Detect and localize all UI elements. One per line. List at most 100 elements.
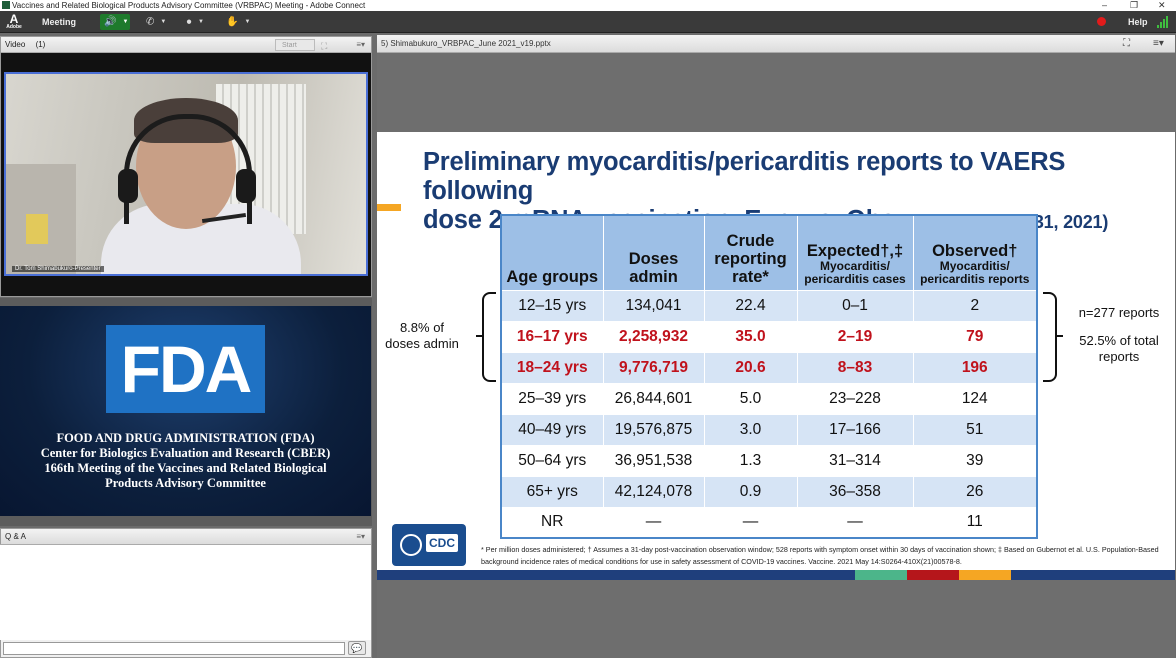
cell-doses: 36,951,538 bbox=[602, 444, 705, 477]
fda-logo: FDA bbox=[106, 325, 265, 413]
meeting-menu[interactable]: Meeting bbox=[42, 17, 77, 27]
raise-hand-button[interactable]: ✋ ▼ bbox=[222, 14, 252, 30]
vaers-table: Age groups Doses admin Crude reporting rate… bbox=[500, 214, 1038, 539]
speaker-button[interactable]: 🔊 ▼ bbox=[100, 14, 130, 30]
header-observed-line3: pericarditis reports bbox=[920, 271, 1030, 286]
cell-observed: 11 bbox=[912, 506, 1038, 539]
main-toolbar: A Adobe Meeting 🔊 ▼ ✆ ▼ ● ▼ ✋ ▼ Help bbox=[0, 11, 1176, 33]
cell-observed: 124 bbox=[912, 382, 1038, 415]
cell-age: 16–17 yrs bbox=[500, 320, 604, 353]
cell-rate: 0.9 bbox=[703, 475, 798, 508]
cell-rate: — bbox=[703, 506, 798, 539]
video-pod-title: Video bbox=[5, 40, 26, 49]
phone-icon: ✆ bbox=[146, 16, 155, 28]
close-icon[interactable]: ✕ bbox=[1158, 0, 1166, 10]
cell-rate: 1.3 bbox=[703, 444, 798, 477]
header-expected: Expected†,‡ Myocarditis/pericarditis case… bbox=[796, 214, 914, 291]
cell-doses: 134,041 bbox=[602, 289, 705, 322]
cell-doses: — bbox=[602, 506, 705, 539]
help-menu[interactable]: Help bbox=[1128, 17, 1148, 27]
qa-message-list[interactable] bbox=[0, 544, 371, 640]
header-doses-line1: Doses bbox=[628, 249, 679, 268]
cell-observed: 196 bbox=[912, 351, 1038, 384]
cell-expected: 0–1 bbox=[796, 289, 914, 322]
fda-banner: FDA FOOD AND DRUG ADMINISTRATION (FDA) C… bbox=[0, 306, 371, 516]
cell-observed: 2 bbox=[912, 289, 1038, 322]
header-age-text: Age groups bbox=[506, 267, 599, 286]
cell-rate: 22.4 bbox=[703, 289, 798, 322]
cell-age: 40–49 yrs bbox=[500, 413, 604, 446]
cell-expected: — bbox=[796, 506, 914, 539]
cell-expected: 8–83 bbox=[796, 351, 914, 384]
webcam-button[interactable]: ● ▼ bbox=[182, 14, 212, 30]
slide-bottom-bar bbox=[377, 570, 1175, 580]
start-webcam-button[interactable]: Start bbox=[275, 39, 315, 51]
headset-right-ear bbox=[236, 169, 256, 203]
fda-line-3: 166th Meeting of the Vaccines and Relate… bbox=[44, 461, 327, 475]
right-annotation-line2: reports bbox=[1098, 349, 1140, 364]
cell-rate: 5.0 bbox=[703, 382, 798, 415]
fda-line-4: Products Advisory Committee bbox=[105, 476, 266, 490]
cell-age: 50–64 yrs bbox=[500, 444, 604, 477]
presentation-slide: Preliminary myocarditis/pericarditis rep… bbox=[377, 132, 1175, 580]
send-message-button[interactable]: 💬 bbox=[348, 641, 366, 655]
header-crude-line3: rate* bbox=[732, 267, 769, 286]
speaker-icon: 🔊 bbox=[104, 16, 117, 28]
presenter-video[interactable]: Dr. Tom Shimabukuro-Presenter bbox=[4, 72, 368, 276]
fullscreen-icon[interactable]: ⛶ bbox=[1123, 38, 1130, 49]
header-observed-line2: Myocarditis/ bbox=[939, 258, 1010, 273]
raise-hand-icon: ✋ bbox=[226, 16, 239, 28]
slide-footnote: * Per million doses administered; † Assu… bbox=[481, 545, 1159, 566]
restore-icon[interactable]: ❐ bbox=[1130, 0, 1139, 10]
qa-pod-title: Q & A bbox=[5, 532, 26, 541]
cell-rate: 3.0 bbox=[703, 413, 798, 446]
table-row: NR — — — 11 bbox=[500, 506, 1038, 539]
left-annotation: 8.8% of doses admin bbox=[377, 320, 467, 352]
header-crude-line2: reporting bbox=[714, 249, 787, 268]
fullscreen-icon[interactable]: ⛶ bbox=[321, 41, 328, 51]
window-title: Vaccines and Related Biological Products… bbox=[12, 1, 366, 10]
left-brace bbox=[476, 292, 496, 382]
chevron-down-icon: ▼ bbox=[160, 19, 167, 25]
header-expected-line2: Myocarditis/ bbox=[819, 258, 891, 273]
cell-age: NR bbox=[500, 506, 604, 539]
cell-doses: 19,576,875 bbox=[602, 413, 705, 446]
speech-bubble-icon: 💬 bbox=[351, 643, 363, 653]
window-titlebar: Vaccines and Related Biological Products… bbox=[0, 0, 1176, 11]
fda-line-2: Center for Biologics Evaluation and Rese… bbox=[40, 446, 331, 460]
pod-menu-icon[interactable]: ≡▾ bbox=[1153, 38, 1164, 49]
headset-left-ear bbox=[118, 169, 138, 203]
pod-menu-icon[interactable]: ≡▾ bbox=[356, 40, 365, 49]
right-annotation-line1: 52.5% of total bbox=[1079, 333, 1159, 348]
qa-pod-header: Q & A ≡▾ bbox=[1, 529, 371, 545]
table-row: 50–64 yrs 36,951,538 1.3 31–314 39 bbox=[500, 444, 1038, 477]
header-observed-line1: Observed† bbox=[932, 241, 1018, 260]
chevron-down-icon: ▼ bbox=[198, 19, 204, 25]
cell-expected: 17–166 bbox=[796, 413, 914, 446]
minimize-icon[interactable]: – bbox=[1102, 0, 1108, 10]
fda-line-1: FOOD AND DRUG ADMINISTRATION (FDA) bbox=[56, 431, 315, 445]
video-pod-header: Video (1) Start ⛶ ≡▾ bbox=[1, 37, 371, 53]
table-row: 25–39 yrs 26,844,601 5.0 23–228 124 bbox=[500, 382, 1038, 415]
share-pod: 5) Shimabukuro_VRBPAC_June 2021_v19.pptx… bbox=[377, 35, 1175, 658]
header-observed: Observed† Myocarditis/pericarditis report… bbox=[912, 214, 1038, 291]
connection-signal-icon bbox=[1157, 16, 1171, 28]
chevron-down-icon: ▼ bbox=[244, 19, 251, 25]
phone-button[interactable]: ✆ ▼ bbox=[142, 14, 172, 30]
cell-observed: 26 bbox=[912, 475, 1038, 508]
header-crude-rate: Crude reporting rate* bbox=[703, 214, 798, 291]
pod-menu-icon[interactable]: ≡▾ bbox=[356, 532, 365, 541]
video-pod-count: (1) bbox=[35, 40, 46, 49]
slide-title-line-1: Preliminary myocarditis/pericarditis rep… bbox=[423, 148, 1066, 205]
cell-expected: 2–19 bbox=[796, 320, 914, 353]
cell-observed: 39 bbox=[912, 444, 1038, 477]
qa-question-input[interactable] bbox=[3, 642, 345, 655]
header-doses: Doses admin bbox=[602, 214, 705, 291]
header-expected-line1: Expected†,‡ bbox=[806, 241, 904, 260]
adobe-connect-app-icon bbox=[2, 1, 10, 9]
header-age-groups: Age groups bbox=[500, 214, 604, 291]
chevron-down-icon: ▼ bbox=[122, 19, 129, 25]
cell-rate: 20.6 bbox=[703, 351, 798, 384]
share-pod-header: 5) Shimabukuro_VRBPAC_June 2021_v19.pptx… bbox=[377, 35, 1175, 53]
cell-age: 12–15 yrs bbox=[500, 289, 604, 322]
